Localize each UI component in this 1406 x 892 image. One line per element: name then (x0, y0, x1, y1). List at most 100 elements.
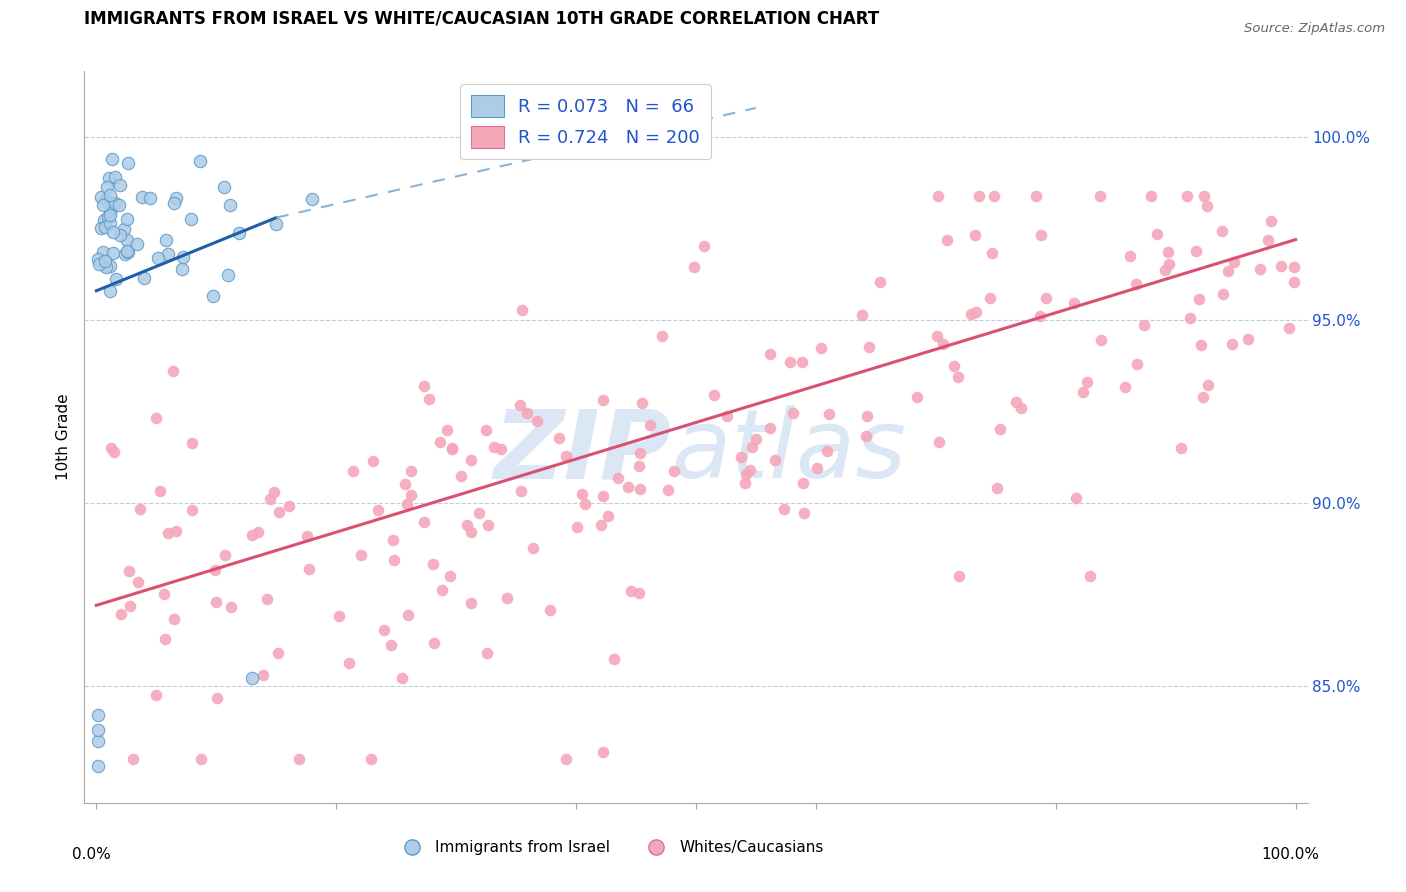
Point (172, 250, 194, 264)
Point (851, 309, 873, 323)
Point (440, 442, 463, 457)
Point (460, 524, 482, 539)
Point (181, 502, 204, 516)
Point (620, 584, 643, 599)
Point (367, 503, 389, 517)
Point (337, 657, 360, 671)
Point (94, 253, 117, 268)
Point (267, 505, 290, 519)
Point (91, 245, 114, 260)
Point (149, 483, 172, 498)
Point (396, 608, 419, 623)
Point (617, 480, 640, 494)
Point (277, 499, 299, 513)
Point (495, 591, 517, 605)
Point (741, 440, 763, 454)
Point (1192, 390, 1215, 404)
Point (628, 585, 651, 599)
Point (1146, 227, 1168, 241)
Point (522, 541, 544, 555)
Point (205, 690, 228, 705)
Point (98, 216, 121, 230)
Point (1222, 336, 1244, 351)
Point (418, 392, 440, 406)
Point (1076, 375, 1098, 389)
Point (869, 276, 891, 290)
Point (1114, 379, 1136, 393)
Point (256, 591, 278, 606)
Point (115, 212, 138, 227)
Point (96, 180, 118, 194)
Point (145, 411, 167, 425)
Point (592, 489, 614, 503)
Point (132, 271, 155, 285)
Point (422, 636, 444, 650)
Point (201, 289, 224, 303)
Point (430, 583, 453, 598)
Point (477, 646, 499, 660)
Point (98, 284, 121, 298)
Point (93, 213, 115, 227)
Point (489, 442, 512, 456)
Point (450, 468, 472, 483)
Text: IMMIGRANTS FROM ISRAEL VS WHITE/CAUCASIAN 10TH GRADE CORRELATION CHART: IMMIGRANTS FROM ISRAEL VS WHITE/CAUCASIA… (84, 10, 880, 28)
Point (983, 188, 1005, 202)
Point (259, 492, 281, 507)
Point (98, 187, 121, 202)
Point (131, 190, 153, 204)
Point (592, 393, 614, 408)
Point (110, 178, 132, 192)
Point (1175, 189, 1198, 203)
Point (396, 497, 419, 511)
Point (1063, 296, 1085, 310)
Point (264, 217, 287, 231)
Point (422, 557, 444, 571)
Point (301, 193, 323, 207)
Point (1064, 491, 1087, 506)
Point (988, 421, 1011, 435)
Point (97, 170, 120, 185)
Point (188, 154, 211, 169)
Point (1078, 569, 1101, 583)
Point (792, 475, 814, 490)
Point (401, 464, 423, 478)
Point (779, 354, 801, 368)
Point (772, 502, 794, 516)
Point (484, 440, 506, 454)
Point (252, 667, 274, 681)
Point (413, 379, 436, 393)
Point (1090, 334, 1112, 348)
Point (86, 759, 108, 773)
Point (1212, 286, 1234, 301)
Point (373, 623, 395, 637)
Point (139, 191, 162, 205)
Text: 0.0%: 0.0% (72, 847, 111, 862)
Point (98, 208, 121, 222)
Point (117, 244, 139, 259)
Point (574, 497, 596, 511)
Point (1178, 310, 1201, 325)
Point (571, 487, 593, 501)
Point (246, 524, 269, 539)
Point (1119, 249, 1142, 263)
Point (555, 752, 578, 766)
Point (905, 390, 928, 404)
Point (735, 467, 758, 482)
Point (662, 464, 685, 478)
Point (1010, 401, 1032, 415)
Point (745, 433, 768, 447)
Point (350, 549, 373, 563)
Point (943, 359, 966, 373)
Point (155, 234, 177, 248)
Point (1189, 338, 1212, 352)
Point (782, 407, 804, 421)
Point (110, 607, 132, 621)
Point (1236, 332, 1258, 346)
Point (439, 569, 461, 583)
Point (1187, 292, 1209, 306)
Point (108, 198, 131, 212)
Point (538, 603, 561, 617)
Point (87, 257, 110, 271)
Point (1270, 259, 1292, 273)
Point (856, 409, 879, 423)
